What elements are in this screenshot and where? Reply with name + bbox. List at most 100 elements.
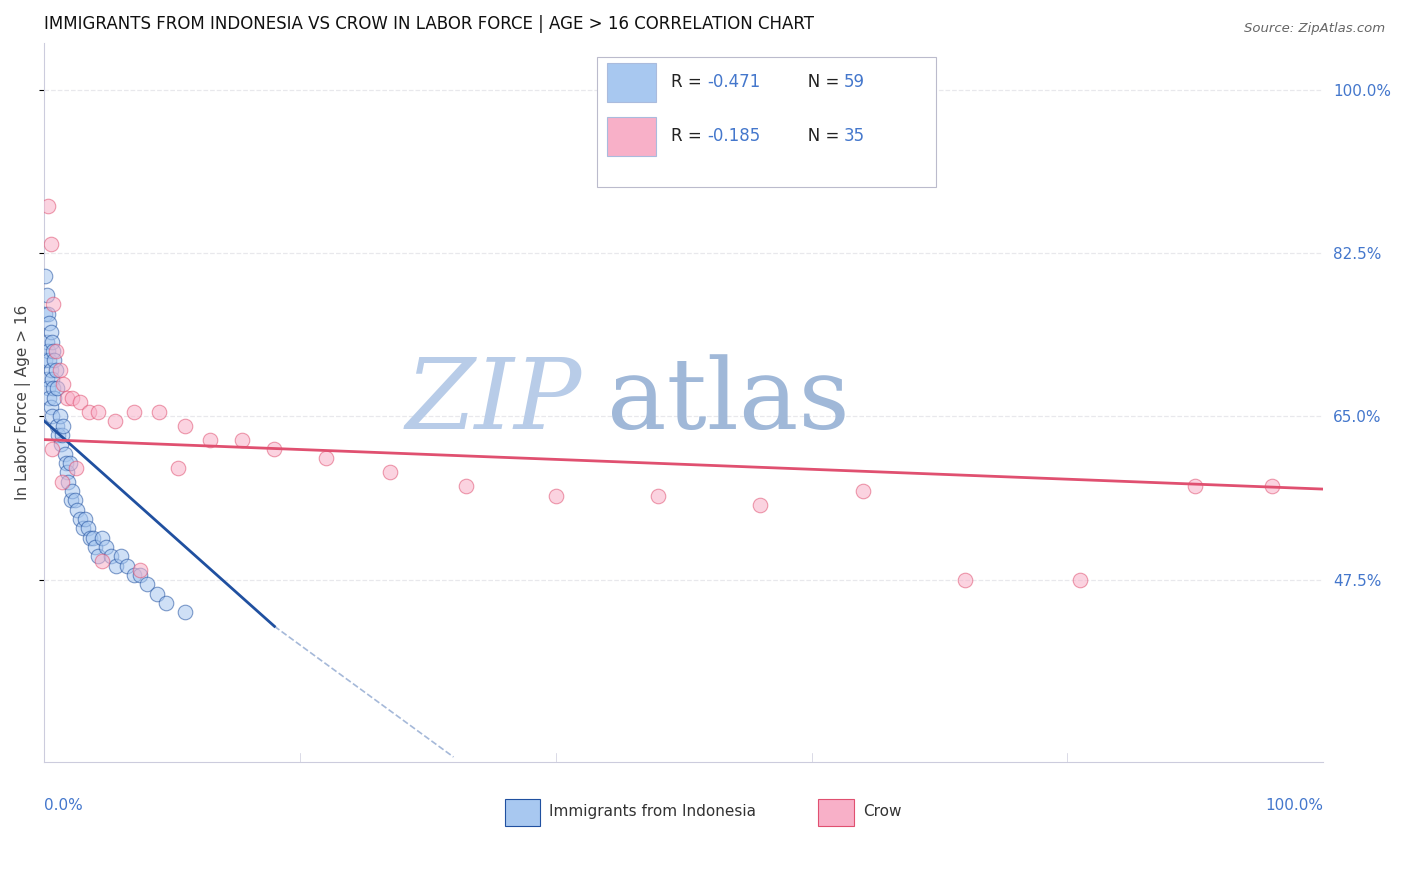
FancyBboxPatch shape (505, 799, 540, 826)
Point (55, 456, 77, 470)
Point (34, 307, 56, 321)
FancyBboxPatch shape (607, 117, 655, 156)
Point (263, 442, 285, 456)
Text: 0.0%: 0.0% (44, 797, 83, 813)
Point (35, 372, 58, 386)
Point (35, 334, 58, 349)
Point (90, 531, 112, 545)
Point (231, 433, 253, 447)
Text: -0.185: -0.185 (707, 128, 761, 145)
Point (39, 362, 62, 376)
Point (37, 343, 59, 358)
Point (79, 531, 101, 545)
Text: 35: 35 (844, 128, 865, 145)
Point (38, 353, 60, 368)
Point (59, 456, 82, 470)
Point (58, 475, 80, 489)
Point (39, 236, 62, 251)
Point (135, 577, 157, 591)
Point (35, 288, 58, 302)
Point (90, 554, 112, 568)
Point (129, 568, 152, 582)
Point (174, 418, 197, 433)
Point (38, 316, 60, 330)
Point (110, 549, 132, 564)
Point (44, 353, 66, 368)
Point (315, 451, 337, 466)
Point (103, 414, 125, 428)
Point (46, 381, 69, 395)
Text: N =: N = (793, 73, 845, 91)
Point (51, 428, 73, 442)
Point (52, 418, 75, 433)
Point (53, 447, 76, 461)
Point (52, 376, 75, 391)
Text: 59: 59 (844, 73, 865, 91)
Point (77, 404, 100, 418)
Point (51, 475, 73, 489)
Point (49, 437, 72, 451)
Text: R =: R = (671, 128, 707, 145)
Point (76, 521, 98, 535)
Point (456, 479, 478, 493)
Point (1069, 573, 1091, 587)
Point (38, 391, 60, 405)
Point (60, 493, 83, 508)
Point (117, 558, 139, 573)
Point (148, 404, 170, 418)
Y-axis label: In Labor Force | Age > 16: In Labor Force | Age > 16 (15, 305, 31, 500)
Text: atlas: atlas (607, 354, 849, 450)
Point (42, 343, 65, 358)
Point (174, 605, 197, 619)
Point (39, 325, 62, 339)
FancyBboxPatch shape (818, 799, 853, 826)
Point (145, 587, 167, 601)
Point (46, 418, 69, 433)
Point (378, 465, 401, 479)
Point (69, 395, 91, 409)
Point (155, 596, 177, 610)
Point (48, 362, 70, 376)
Point (1184, 479, 1206, 493)
Point (60, 391, 83, 405)
Point (104, 558, 127, 573)
Point (63, 493, 86, 508)
Point (39, 400, 62, 414)
Point (852, 483, 875, 498)
Point (48, 409, 70, 424)
Point (65, 460, 87, 475)
Point (953, 573, 976, 587)
Point (82, 531, 104, 545)
Text: IMMIGRANTS FROM INDONESIA VS CROW IN LABOR FORCE | AGE > 16 CORRELATION CHART: IMMIGRANTS FROM INDONESIA VS CROW IN LAB… (44, 15, 814, 33)
Point (60, 483, 83, 498)
Point (87, 549, 110, 564)
Text: ZIP: ZIP (405, 355, 582, 450)
Text: Source: ZipAtlas.com: Source: ZipAtlas.com (1244, 22, 1385, 36)
Text: N =: N = (793, 128, 845, 145)
FancyBboxPatch shape (607, 62, 655, 103)
Point (46, 428, 69, 442)
Point (129, 563, 152, 577)
Point (56, 391, 79, 405)
Point (66, 502, 89, 516)
Point (42, 297, 65, 311)
Point (45, 343, 67, 358)
Text: 100.0%: 100.0% (1265, 797, 1323, 813)
Point (544, 489, 567, 503)
Text: Immigrants from Indonesia: Immigrants from Indonesia (550, 805, 756, 820)
Point (647, 489, 669, 503)
Point (41, 372, 63, 386)
Point (41, 409, 63, 424)
Point (72, 521, 94, 535)
Point (44, 391, 66, 405)
Point (37, 381, 59, 395)
Point (749, 498, 772, 512)
Point (34, 269, 56, 284)
Text: -0.471: -0.471 (707, 73, 761, 91)
Point (42, 381, 65, 395)
Point (94, 540, 117, 554)
Point (37, 307, 59, 321)
Text: Crow: Crow (863, 805, 901, 820)
Point (45, 362, 67, 376)
Point (100, 549, 122, 564)
